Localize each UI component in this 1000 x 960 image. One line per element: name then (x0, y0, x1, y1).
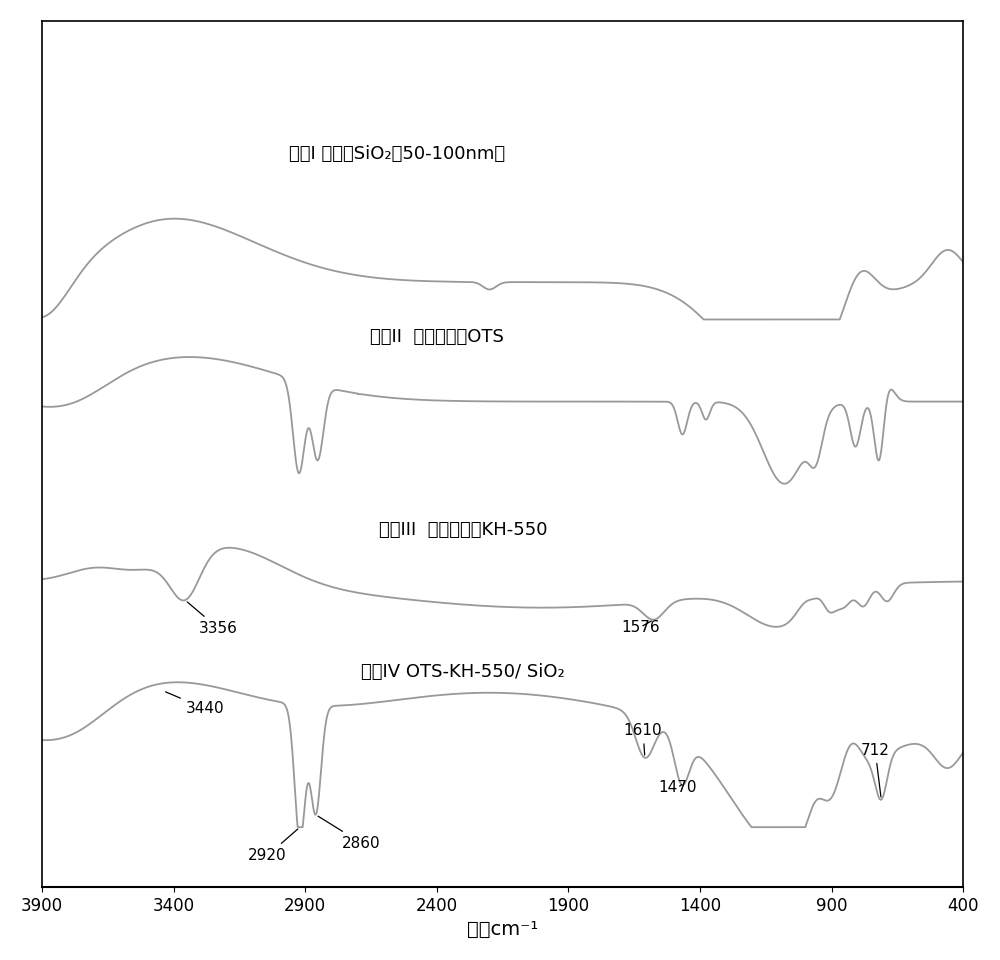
Text: 712: 712 (861, 743, 890, 797)
X-axis label: 波数cm⁻¹: 波数cm⁻¹ (467, 921, 538, 939)
Text: 3440: 3440 (166, 692, 224, 716)
Text: 3356: 3356 (187, 602, 238, 636)
Text: 1610: 1610 (624, 724, 662, 755)
Text: 谱线III  硅烷偶联剂KH-550: 谱线III 硅烷偶联剂KH-550 (379, 521, 547, 539)
Text: 2860: 2860 (318, 816, 381, 851)
Text: 1576: 1576 (621, 619, 660, 635)
Text: 谱线I 未改性SiO₂（50-100nm）: 谱线I 未改性SiO₂（50-100nm） (289, 145, 505, 162)
Text: 1470: 1470 (658, 780, 696, 795)
Text: 2920: 2920 (248, 829, 298, 863)
Text: 谱线II  硅烷偶联剂OTS: 谱线II 硅烷偶联剂OTS (370, 328, 504, 347)
Text: 谱线IV OTS-KH-550/ SiO₂: 谱线IV OTS-KH-550/ SiO₂ (361, 662, 565, 681)
